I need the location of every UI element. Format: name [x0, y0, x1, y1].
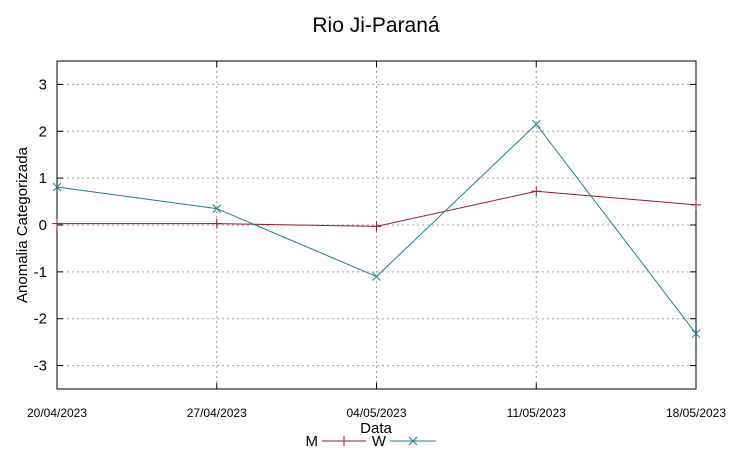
legend-marker-M — [339, 436, 349, 446]
data-point-W — [372, 272, 381, 281]
marker-stroke — [691, 329, 701, 339]
y-axis-ticks: 3 2 1 0 -1 -2 -3 — [34, 76, 696, 375]
data-point-M — [371, 221, 382, 232]
marker-stroke — [408, 436, 418, 446]
chart-title: Rio Ji-Paraná — [312, 14, 440, 37]
data-point-M — [52, 218, 62, 229]
y-axis-label: Anomalia Categorizada — [14, 146, 31, 303]
marker-stroke — [372, 272, 381, 281]
legend-label-M: M — [306, 433, 319, 450]
legend-label-W: W — [372, 433, 387, 450]
data-point-W — [691, 329, 701, 339]
x-axis-label: Data — [360, 420, 392, 437]
x-tick-label: 11/05/2023 — [507, 406, 566, 420]
x-axis-ticks: 20/04/2023 27/04/2023 04/05/2023 11/05/2023… — [27, 61, 726, 420]
series-group — [52, 119, 701, 339]
y-tick-label: -2 — [34, 311, 47, 328]
y-tick-label: -1 — [34, 264, 47, 281]
marker-stroke — [52, 182, 62, 192]
legend-marker-W — [408, 436, 418, 446]
data-point-M — [211, 218, 222, 229]
y-tick-label: 3 — [39, 76, 47, 93]
data-point-M — [531, 186, 542, 197]
data-point-M — [691, 199, 701, 210]
marker-stroke — [531, 119, 541, 129]
data-point-W — [531, 119, 541, 129]
data-point-W — [212, 204, 222, 213]
x-tick-label: 04/05/2023 — [346, 406, 406, 420]
grid-lines — [57, 61, 696, 389]
x-tick-label: 20/04/2023 — [27, 406, 87, 420]
y-tick-label: 2 — [39, 123, 47, 140]
x-tick-label: 18/05/2023 — [666, 406, 726, 420]
data-point-W — [52, 182, 62, 192]
y-tick-label: -3 — [34, 358, 47, 375]
marker-stroke — [212, 204, 222, 213]
y-tick-label: 1 — [39, 170, 47, 187]
y-tick-label: 0 — [39, 217, 47, 234]
x-tick-label: 27/04/2023 — [187, 406, 247, 420]
